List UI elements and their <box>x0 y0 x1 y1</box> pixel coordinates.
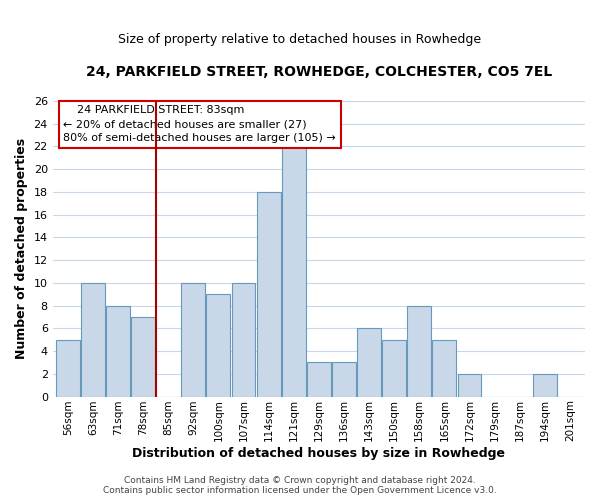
Bar <box>131 317 155 396</box>
Bar <box>407 306 431 396</box>
Bar <box>357 328 381 396</box>
Bar <box>533 374 557 396</box>
Text: 24 PARKFIELD STREET: 83sqm
← 20% of detached houses are smaller (27)
80% of semi: 24 PARKFIELD STREET: 83sqm ← 20% of deta… <box>64 106 336 144</box>
Bar <box>382 340 406 396</box>
Text: Size of property relative to detached houses in Rowhedge: Size of property relative to detached ho… <box>118 32 482 46</box>
Bar <box>433 340 457 396</box>
X-axis label: Distribution of detached houses by size in Rowhedge: Distribution of detached houses by size … <box>133 447 505 460</box>
Bar <box>307 362 331 396</box>
Bar <box>232 283 256 397</box>
Bar <box>257 192 281 396</box>
Bar <box>332 362 356 396</box>
Title: 24, PARKFIELD STREET, ROWHEDGE, COLCHESTER, CO5 7EL: 24, PARKFIELD STREET, ROWHEDGE, COLCHEST… <box>86 65 552 79</box>
Bar <box>206 294 230 396</box>
Y-axis label: Number of detached properties: Number of detached properties <box>15 138 28 360</box>
Bar <box>106 306 130 396</box>
Bar <box>56 340 80 396</box>
Bar <box>282 146 305 396</box>
Text: Contains HM Land Registry data © Crown copyright and database right 2024.
Contai: Contains HM Land Registry data © Crown c… <box>103 476 497 495</box>
Bar <box>458 374 481 396</box>
Bar <box>81 283 105 397</box>
Bar <box>181 283 205 397</box>
